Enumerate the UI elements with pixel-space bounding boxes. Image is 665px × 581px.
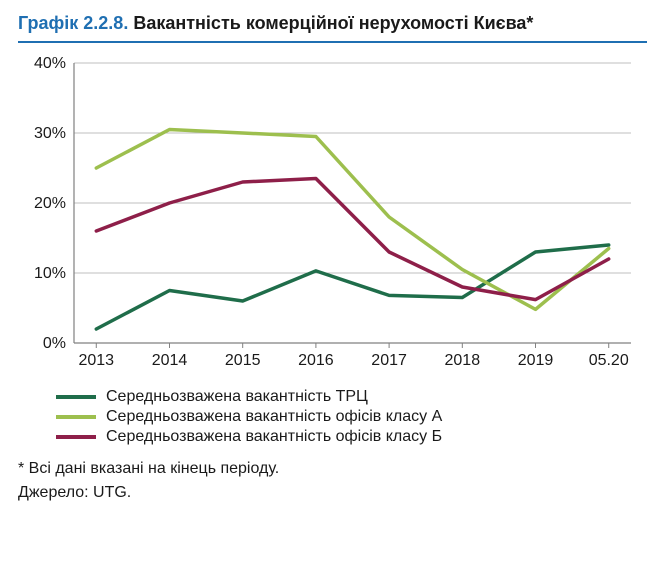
legend-label: Середньозважена вакантність ТРЦ — [106, 388, 368, 406]
x-tick-label: 2018 — [445, 352, 481, 369]
x-tick-label: 2016 — [298, 352, 334, 369]
y-tick-label: 30% — [34, 125, 66, 142]
chart-title-main: Вакантність комерційної нерухомості Києв… — [133, 13, 533, 33]
x-tick-label: 2019 — [518, 352, 554, 369]
legend: Середньозважена вакантність ТРЦ Середньоз… — [18, 388, 647, 446]
legend-item-office_a: Середньозважена вакантність офісів класу… — [56, 408, 647, 426]
legend-swatch — [56, 395, 96, 399]
series-trc — [96, 245, 608, 329]
y-tick-label: 10% — [34, 265, 66, 282]
chart-title: Графік 2.2.8. Вакантність комерційної не… — [18, 12, 647, 35]
x-tick-label: 2017 — [371, 352, 407, 369]
y-tick-label: 40% — [34, 55, 66, 72]
line-chart: 0% 10% 20% 30% 40% 2013 2014 2015 2016 2017 2018 20… — [18, 53, 647, 378]
legend-label: Середньозважена вакантність офісів класу… — [106, 408, 442, 426]
chart-title-prefix: Графік 2.2.8. — [18, 13, 128, 33]
source-text: Джерело: UTG. — [18, 484, 647, 502]
footnote-text: * Всі дані вказані на кінець періоду. — [18, 460, 647, 478]
legend-label: Середньозважена вакантність офісів класу… — [106, 428, 442, 446]
legend-swatch — [56, 435, 96, 439]
legend-swatch — [56, 415, 96, 419]
chart-svg: 0% 10% 20% 30% 40% 2013 2014 2015 2016 2017 2018 20… — [18, 53, 643, 373]
x-tick-label: 2013 — [78, 352, 114, 369]
title-rule — [18, 41, 647, 43]
y-tick-label: 0% — [43, 335, 66, 352]
x-tick-label: 2015 — [225, 352, 261, 369]
x-tick-label: 2014 — [152, 352, 188, 369]
legend-item-trc: Середньозважена вакантність ТРЦ — [56, 388, 647, 406]
x-tick-label: 05.20 — [589, 352, 629, 369]
y-tick-label: 20% — [34, 195, 66, 212]
chart-footer: * Всі дані вказані на кінець періоду. Дж… — [18, 460, 647, 502]
legend-item-office_b: Середньозважена вакантність офісів класу… — [56, 428, 647, 446]
